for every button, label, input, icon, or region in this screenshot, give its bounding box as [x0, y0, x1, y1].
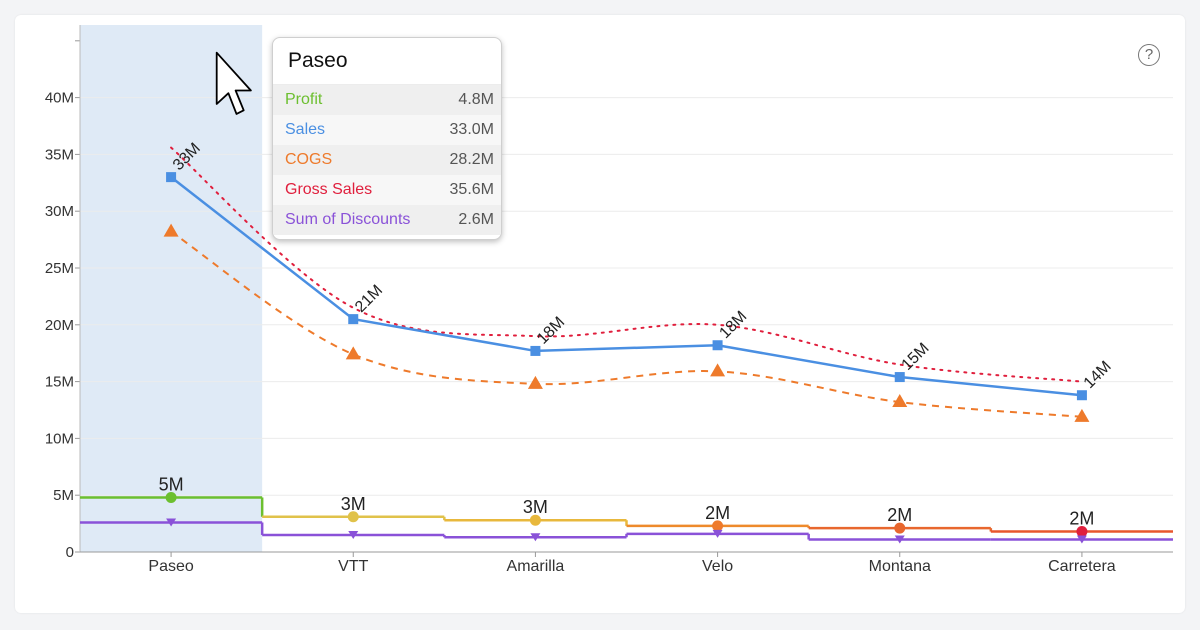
data-point-cogs — [163, 223, 179, 237]
y-tick-label: 25M — [45, 260, 74, 277]
data-label-profit: 3M — [341, 494, 366, 514]
data-point-profit — [165, 491, 177, 503]
series-line-sales — [170, 176, 1083, 397]
data-label-profit: 3M — [523, 497, 548, 517]
tooltip-series-value: 4.8M — [458, 91, 494, 108]
data-point-sales — [166, 172, 177, 183]
mouse-cursor-icon — [215, 51, 252, 115]
data-point-sales — [1076, 390, 1087, 401]
tooltip-series-label: Gross Sales — [285, 181, 373, 198]
data-point-sales — [348, 314, 359, 325]
data-point-profit — [1076, 526, 1088, 538]
data-point-sales — [712, 340, 723, 351]
tooltip-row: COGS 28.2M — [273, 145, 501, 175]
data-label-sales: 14M — [1081, 358, 1115, 392]
y-tick-label: 35M — [45, 146, 74, 163]
tooltip-row: Profit 4.8M — [273, 85, 501, 115]
tooltip: Paseo Profit 4.8M Sales 33.0M COGS 28.2M Gross… — [272, 37, 502, 240]
y-tick-label: 30M — [45, 203, 74, 220]
data-label-profit: 2M — [887, 505, 912, 525]
y-tick-label: 40M — [45, 90, 74, 107]
tooltip-title: Paseo — [273, 38, 501, 85]
x-tick-label: VTT — [338, 558, 368, 575]
x-tick-label: Paseo — [148, 558, 193, 575]
tooltip-row: Sales 33.0M — [273, 115, 501, 145]
y-tick-label: 10M — [45, 430, 74, 447]
y-tick-label: 15M — [45, 374, 74, 391]
data-point-discounts — [1076, 535, 1087, 544]
tooltip-series-label: Profit — [285, 91, 323, 108]
tooltip-series-value: 2.6M — [458, 211, 494, 228]
data-point-cogs — [1074, 408, 1090, 422]
data-point-sales — [530, 345, 541, 356]
data-label-profit: 2M — [705, 503, 730, 523]
highlight-band — [80, 25, 263, 552]
help-icon[interactable]: ? — [1138, 44, 1160, 66]
x-tick-label: Montana — [869, 558, 931, 575]
data-point-profit — [894, 522, 906, 534]
y-tick-label: 0 — [66, 544, 74, 561]
data-label-sales: 18M — [534, 314, 568, 348]
data-point-cogs — [710, 363, 726, 377]
tooltip-series-value: 35.6M — [449, 181, 494, 198]
tooltip-series-value: 28.2M — [449, 151, 494, 168]
data-point-discounts — [530, 533, 541, 542]
tooltip-series-label: Sales — [285, 121, 326, 138]
tooltip-series-label: Sum of Discounts — [285, 211, 411, 228]
x-tick-label: Velo — [702, 558, 733, 575]
data-label-profit: 2M — [1069, 509, 1094, 529]
data-point-cogs — [345, 346, 361, 360]
data-point-profit — [347, 511, 359, 523]
data-point-sales — [894, 372, 905, 383]
data-point-profit — [712, 520, 724, 532]
data-point-discounts — [894, 535, 905, 544]
data-point-discounts — [166, 518, 177, 527]
data-label-sales: 15M — [899, 340, 933, 374]
x-tick-label: Carretera — [1048, 558, 1116, 575]
data-point-profit — [529, 514, 541, 526]
data-label-profit: 5M — [159, 474, 184, 494]
series-line-cogs — [170, 230, 1083, 418]
data-point-cogs — [527, 375, 543, 389]
tooltip-series-label: COGS — [285, 151, 333, 168]
y-tick-label: 20M — [45, 317, 74, 334]
data-point-discounts — [348, 530, 359, 539]
x-tick-label: Amarilla — [507, 558, 565, 575]
tooltip-row: Gross Sales 35.6M — [273, 175, 501, 205]
tooltip-row: Sum of Discounts 2.6M — [273, 205, 501, 235]
tooltip-series-value: 33.0M — [449, 121, 494, 138]
data-point-cogs — [892, 394, 908, 408]
data-point-discounts — [712, 529, 723, 538]
data-label-sales: 18M — [716, 308, 750, 342]
series-line-gross-sales — [170, 146, 1083, 383]
y-tick-label: 5M — [53, 487, 74, 504]
